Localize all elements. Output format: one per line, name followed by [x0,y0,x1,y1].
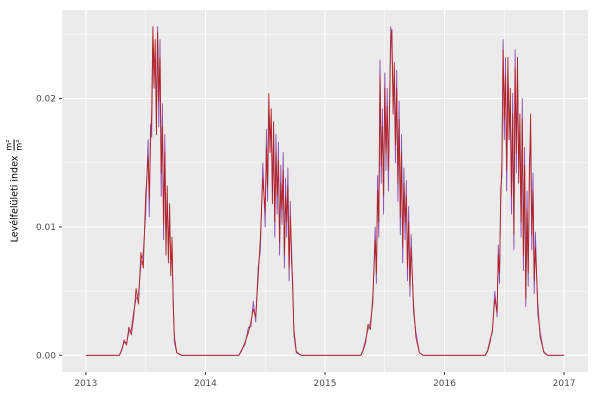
x-tick-label: 2016 [433,379,456,389]
x-tick-label: 2015 [314,379,337,389]
fraction-numerator: m² [4,139,14,151]
y-tick-label: 0.01 [36,223,56,233]
y-axis-unit-fraction: m² m² [4,139,25,151]
y-tick-label: 0.00 [36,351,56,361]
fraction-denominator: m² [14,139,25,151]
y-tick-label: 0.02 [36,95,56,105]
x-tick-label: 2013 [74,379,97,389]
lai-series-red [85,26,565,356]
x-tick-label: 2017 [553,379,576,389]
x-tick-label: 2014 [194,379,217,389]
y-axis-title: Levélfelületi index m² m² [4,139,25,243]
y-axis-title-text: Levélfelületi index [9,155,21,243]
